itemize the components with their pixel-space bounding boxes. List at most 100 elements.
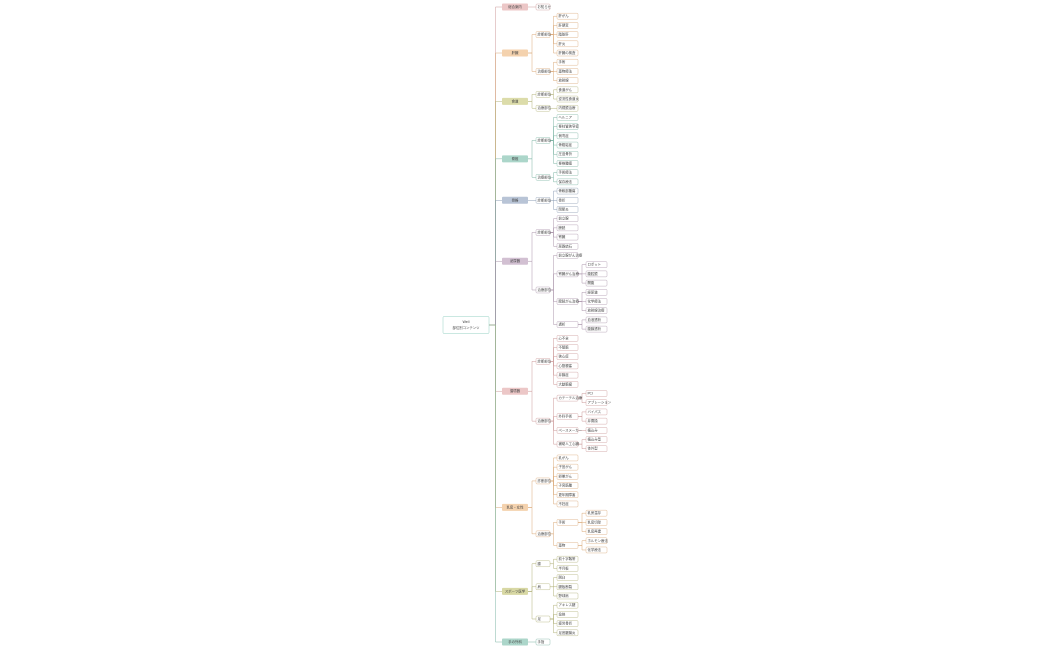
node: 大動脈瘤 xyxy=(556,381,579,388)
node-box xyxy=(556,362,579,370)
node-label: 肝臓 xyxy=(512,50,519,55)
node-label: 循環器 xyxy=(510,388,521,393)
node-label: アブレーション xyxy=(588,400,612,405)
node: 逆流性食道炎 xyxy=(556,95,579,103)
connector xyxy=(550,533,557,546)
node-box xyxy=(556,583,579,590)
node-label: 乳房切除 xyxy=(588,519,602,524)
node: 骨軟部腫瘍 xyxy=(556,187,579,195)
node-box xyxy=(535,358,551,365)
node-label: 診断部位 xyxy=(538,197,552,202)
node-box xyxy=(556,59,579,66)
connector xyxy=(528,507,536,535)
node: 植込み xyxy=(585,427,608,434)
node-box xyxy=(556,381,579,388)
node-box xyxy=(585,298,608,305)
node: 腎臓がん治療 xyxy=(556,270,579,278)
node: 診断部位 xyxy=(535,31,552,38)
node-label: 治療部位 xyxy=(538,531,552,536)
node-box xyxy=(535,137,551,144)
node-label: 肩 xyxy=(538,584,541,589)
node: 内視鏡治療 xyxy=(556,105,579,112)
node: 保存療法 xyxy=(556,178,579,186)
node: 治療部位 xyxy=(535,530,552,538)
node: 野球肩 xyxy=(556,592,579,600)
node-label: 肝がん xyxy=(559,13,570,18)
node-label: 治療部位 xyxy=(538,174,552,179)
node: 弁膜症 xyxy=(556,371,579,379)
node-box xyxy=(585,261,608,268)
connector xyxy=(578,292,586,302)
connector xyxy=(528,232,536,262)
node: 放射線治療 xyxy=(585,307,608,314)
connector xyxy=(578,301,586,311)
node: 肝がん xyxy=(556,13,579,20)
node-label: 野球肩 xyxy=(559,593,569,598)
node-label: 膀胱がん治療 xyxy=(559,298,580,303)
node-label: 治療部位 xyxy=(538,418,552,423)
node-box xyxy=(556,427,579,434)
node: 肝炎 xyxy=(556,40,579,48)
node: 泌尿器 xyxy=(502,257,528,265)
node: 膀胱 xyxy=(556,224,579,232)
node-label: 心不全 xyxy=(559,335,570,340)
node: 乳房・女性 xyxy=(502,503,528,511)
node: 外科手術 xyxy=(556,413,579,420)
node-label: 疲労骨折 xyxy=(559,621,573,626)
node-box xyxy=(556,252,579,259)
node: 骨折 xyxy=(556,197,579,204)
node-box xyxy=(556,542,579,549)
node: 診断部位 xyxy=(535,477,552,485)
node-label: 手の外科 xyxy=(508,639,522,644)
node-label: 保存療法 xyxy=(559,179,573,184)
node-box xyxy=(502,49,528,57)
node-box xyxy=(556,473,579,480)
node: 肝臓の検査 xyxy=(556,49,579,57)
node: 乳房温存 xyxy=(585,509,608,517)
node: 更年期障害 xyxy=(556,491,579,498)
node-box xyxy=(535,477,551,485)
connector xyxy=(550,558,557,565)
node-box xyxy=(585,427,608,434)
node-box xyxy=(585,436,608,443)
node-box xyxy=(556,215,579,222)
node: 手術 xyxy=(556,59,579,66)
node-box xyxy=(556,270,579,278)
connector xyxy=(528,591,536,620)
node-label: 脱臼 xyxy=(559,575,566,580)
node-label: カテーテル治療 xyxy=(559,395,583,400)
connector xyxy=(578,273,586,284)
node: 関節炎 xyxy=(556,206,579,213)
node: 不整脈 xyxy=(556,344,579,351)
node-label: 治療部位 xyxy=(538,287,552,292)
connector xyxy=(578,522,586,532)
node-box xyxy=(556,620,579,627)
connector xyxy=(528,101,536,109)
node-label: 更年期障害 xyxy=(559,492,577,497)
connector xyxy=(528,94,536,102)
connector xyxy=(550,563,557,569)
connector xyxy=(550,618,557,634)
node: 捻挫 xyxy=(556,611,579,618)
node-label: ペースメーカー xyxy=(559,427,583,432)
node-box xyxy=(535,197,551,204)
node-box xyxy=(585,408,608,416)
node-label: 治療部位 xyxy=(538,68,552,73)
node-label: 不妊症 xyxy=(559,501,570,506)
node-box xyxy=(585,519,608,526)
node-label: ヘルニア xyxy=(559,114,573,119)
node-label: 診断部位 xyxy=(538,229,552,234)
node-box xyxy=(556,321,579,328)
node: 化学療法 xyxy=(585,546,608,554)
connector xyxy=(528,586,536,592)
node-label: 診断部位 xyxy=(538,358,552,363)
node-box xyxy=(556,454,579,462)
node: 診断部位 xyxy=(535,197,552,204)
node-label: 乳房再建 xyxy=(588,529,602,534)
node: 経尿道 xyxy=(585,289,608,296)
node-label: 脂肪肝 xyxy=(559,32,570,37)
node-box xyxy=(585,417,608,425)
node: アブレーション xyxy=(585,399,612,406)
node: 乳がん xyxy=(556,454,579,462)
node-box xyxy=(556,555,579,563)
